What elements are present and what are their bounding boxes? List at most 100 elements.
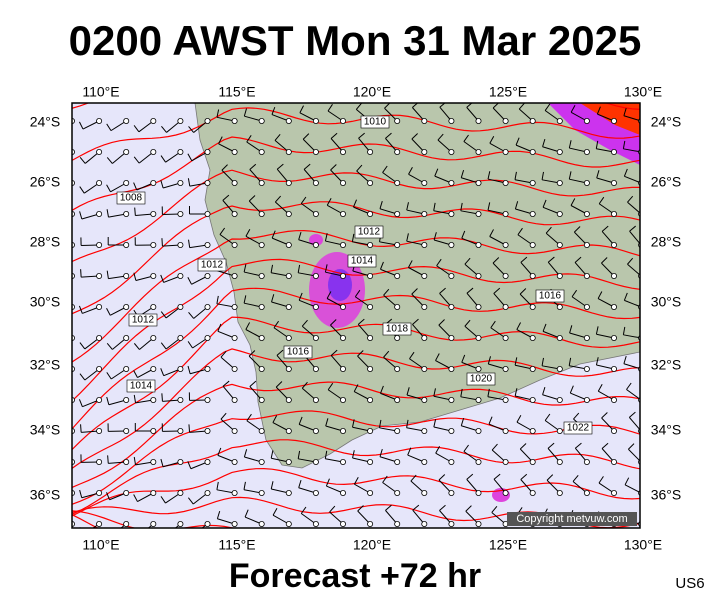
barb-flag [436,258,442,267]
barb-flag [569,325,573,334]
barb-station [448,365,455,372]
barb-flag [352,419,355,428]
isobar [72,201,640,315]
barb-flag [601,412,608,419]
barb-flag [544,413,551,421]
barb-station [204,458,211,465]
barb-station [123,148,130,155]
barb-station [96,521,103,528]
barb-flag [327,104,333,112]
barb-station [611,396,618,403]
barb-flag [243,108,247,117]
barb-staff [72,524,73,525]
barb-flag [516,414,522,423]
barb-flag [220,412,227,420]
barb-flag [216,295,219,304]
barb-staff [72,214,73,215]
barb-station [204,272,211,279]
barb-staff [120,523,127,528]
barb-station [177,272,184,279]
isobar-label: 1008 [120,193,143,204]
barb-station [258,458,265,465]
barb-station [258,118,265,125]
lat-label: 26°S [651,174,682,190]
barb-flag [161,556,165,563]
barb-flag [217,323,222,332]
lon-label: 130°E [624,537,662,553]
barb-station [96,179,103,186]
barb-station [231,489,238,496]
barb-flag [514,171,517,180]
barb-station [502,118,509,125]
barb-staff [271,237,289,246]
barb-flag [274,133,281,141]
barb-station [583,118,590,125]
barb-station [611,272,618,279]
barb-station [475,489,482,496]
isobar [72,169,640,263]
barb-staff [271,114,289,122]
barb-flag [78,399,83,407]
barb-flag [568,357,572,366]
isobar-label: 1010 [364,117,387,128]
barb-staff [298,299,317,308]
barb-flag [301,381,308,389]
barb-staff [84,368,100,381]
barb-flag [324,264,328,273]
barb-station [258,272,265,279]
barb-flag [106,123,112,131]
barb-station [475,148,482,155]
barb-flag [439,504,446,511]
barb-station [339,334,346,341]
barb-station [475,118,482,125]
barb-flag [410,474,417,482]
barb-station [530,552,535,557]
isobar [72,287,640,430]
barb-flag [464,319,471,327]
barb-station [123,489,130,496]
barb-flag [249,380,257,387]
barb-flag [353,476,359,485]
barb-station [611,241,618,248]
barb-station [475,365,482,372]
barb-station [96,458,103,465]
barb-flag [489,136,495,144]
barb-staff [352,426,371,432]
barb-flag [352,450,355,459]
barb-flag [385,132,392,139]
barb-station [123,272,130,279]
barb-staff [193,306,208,319]
barb-station [312,179,319,186]
barb-station [367,489,374,496]
lat-label: 36°S [30,487,61,503]
barb-staff [466,479,479,494]
lat-label: 30°S [30,294,61,310]
barb-staff [385,510,398,525]
barb-station [312,334,319,341]
barb-flag [245,322,251,330]
barb-flag [490,320,496,329]
barb-station [339,521,346,528]
barb-station [611,179,618,186]
isobar-label-box [128,313,158,327]
barb-staff [217,454,235,463]
barb-flag [411,133,418,140]
barb-staff [298,423,317,432]
barb-staff [326,298,344,308]
barb-flag [520,473,528,480]
barb-flag [160,155,166,163]
barb-flag [623,107,627,116]
barb-staff [246,420,262,432]
lat-label: 28°S [651,234,682,250]
lon-label: 125°E [489,537,527,553]
barb-station [178,552,183,557]
barb-station [258,210,265,217]
barb-flag [601,442,609,449]
barb-staff [83,182,100,194]
barb-staff [380,268,398,277]
barb-station [177,489,184,496]
barb-flag [568,171,572,180]
barb-staff [165,492,181,504]
barb-station [529,396,536,403]
map-frame: Copyright metvuw.com 110°E 110°E 115°E 115°… [30,84,682,563]
